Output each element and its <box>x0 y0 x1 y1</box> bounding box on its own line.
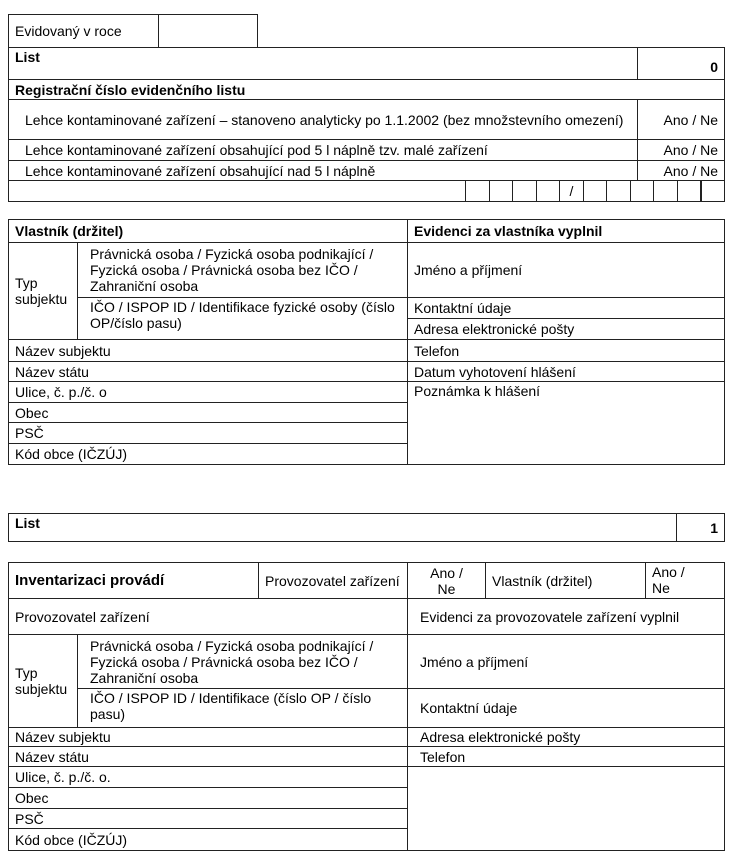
registration-digit-cell[interactable] <box>535 180 561 202</box>
registration-digit-cell[interactable]: / <box>559 180 584 202</box>
year-input[interactable] <box>158 14 258 48</box>
row-large-value[interactable]: Ano / Ne <box>637 160 725 181</box>
row-analytic-label: Lehce kontaminované zařízení – stanoveno… <box>8 99 638 140</box>
registration-digit-cell[interactable] <box>488 180 514 202</box>
registration-digit-cell[interactable] <box>512 180 537 202</box>
row-small-label: Lehce kontaminované zařízení obsahující … <box>8 139 638 161</box>
owner-note-field[interactable]: Poznámka k hlášení <box>407 381 725 465</box>
inventory-owner-label: Vlastník (držitel) <box>485 562 646 599</box>
inventory-label: Inventarizaci provádí <box>8 562 259 599</box>
operator-typ-option1[interactable]: Právnická osoba / Fyzická osoba podnikaj… <box>77 634 408 689</box>
operator-contact-field[interactable]: Kontaktní údaje <box>407 688 725 728</box>
operator-field-4[interactable]: PSČ <box>8 808 408 829</box>
registration-digit-cell[interactable] <box>465 180 490 202</box>
inventory-operator-value[interactable]: Ano / Ne <box>407 562 486 599</box>
owner-field-5[interactable]: Kód obce (IČZÚJ) <box>8 443 408 465</box>
operator-filled-by: Evidenci za provozovatele zařízení vypln… <box>407 598 725 635</box>
owner-name-field[interactable]: Jméno a příjmení <box>407 242 725 298</box>
operator-label: Provozovatel zařízení <box>8 598 408 635</box>
owner-field-0[interactable]: Název subjektu <box>8 339 408 362</box>
list-label: List <box>8 47 638 80</box>
registration-digit-cell[interactable] <box>700 180 725 202</box>
registration-label: Registrační číslo evidenčního listu <box>8 79 725 100</box>
list1-number: 1 <box>676 513 725 542</box>
operator-typ-option2[interactable]: IČO / ISPOP ID / Identifikace (číslo OP … <box>77 688 408 728</box>
owner-typ-option1[interactable]: Právnická osoba / Fyzická osoba podnikaj… <box>77 242 408 298</box>
owner-field-4[interactable]: PSČ <box>8 422 408 444</box>
owner-date-field[interactable]: Datum vyhotovení hlášení <box>407 361 725 382</box>
operator-field-0[interactable]: Název subjektu <box>8 727 408 747</box>
owner-filled-by-header: Evidenci za vlastníka vyplnil <box>407 219 725 243</box>
owner-typ-label: Typ subjektu <box>8 242 78 340</box>
registration-digit-cell[interactable] <box>582 180 608 202</box>
registration-digit-cell[interactable] <box>629 180 655 202</box>
year-label: Evidovaný v roce <box>8 14 159 48</box>
row-analytic-value[interactable]: Ano / Ne <box>637 99 725 140</box>
operator-typ-label: Typ subjektu <box>8 634 78 728</box>
owner-phone-field[interactable]: Telefon <box>407 339 725 362</box>
operator-name-field[interactable]: Jméno a příjmení <box>407 634 725 689</box>
owner-header: Vlastník (držitel) <box>8 219 408 243</box>
owner-typ-option2[interactable]: IČO / ISPOP ID / Identifikace fyzické os… <box>77 297 408 340</box>
operator-field-2[interactable]: Ulice, č. p./č. o. <box>8 766 408 788</box>
owner-field-3[interactable]: Obec <box>8 402 408 423</box>
registration-digit-cell[interactable] <box>653 180 678 202</box>
operator-email-field[interactable]: Adresa elektronické pošty <box>407 727 725 747</box>
operator-phone-field[interactable]: Telefon <box>407 746 725 767</box>
row-small-value[interactable]: Ano / Ne <box>637 139 725 161</box>
operator-field-3[interactable]: Obec <box>8 787 408 809</box>
owner-email-field[interactable]: Adresa elektronické pošty <box>407 318 725 340</box>
owner-contact-field[interactable]: Kontaktní údaje <box>407 297 725 319</box>
owner-field-2[interactable]: Ulice, č. p./č. o <box>8 381 408 403</box>
list1-label: List <box>8 513 677 542</box>
inventory-owner-value[interactable]: Ano / Ne <box>645 562 725 599</box>
operator-field-1[interactable]: Název státu <box>8 746 408 767</box>
inventory-operator-label: Provozovatel zařízení <box>258 562 408 599</box>
registration-digit-cell[interactable] <box>606 180 631 202</box>
owner-field-1[interactable]: Název státu <box>8 361 408 382</box>
row-large-label: Lehce kontaminované zařízení obsahující … <box>8 160 638 181</box>
registration-digit-cell[interactable] <box>676 180 702 202</box>
operator-field-5[interactable]: Kód obce (IČZÚJ) <box>8 828 408 851</box>
list-number: 0 <box>637 47 725 80</box>
operator-blank-area <box>407 766 725 851</box>
